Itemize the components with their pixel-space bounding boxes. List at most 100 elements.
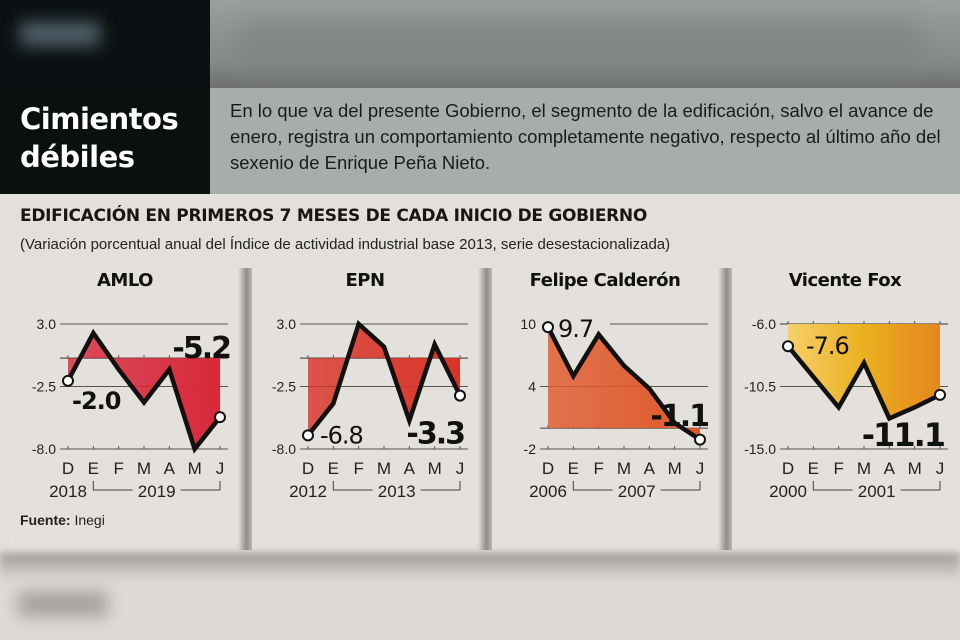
- area-fill: [308, 324, 460, 436]
- year-label: 2001: [858, 482, 896, 501]
- end-value-label: -1.1: [650, 399, 708, 434]
- start-value-label: -2.0: [72, 387, 121, 415]
- blurred-dark-block: [0, 0, 210, 88]
- x-tick-label: M: [908, 459, 922, 478]
- blurred-bottom-region: [0, 553, 960, 640]
- x-tick-label: E: [328, 459, 339, 478]
- start-value-label: -6.8: [320, 421, 363, 449]
- x-tick-label: F: [353, 459, 363, 478]
- y-tick-label: -8.0: [272, 441, 296, 457]
- source-note: Fuente: Inegi: [20, 512, 105, 528]
- year-bracket: [180, 481, 221, 491]
- x-tick-label: J: [456, 459, 465, 478]
- x-tick-label: M: [617, 459, 631, 478]
- data-point: [92, 332, 95, 335]
- panel-title: AMLO: [97, 270, 153, 291]
- y-tick-label: 3.0: [277, 316, 297, 332]
- year-label: 2006: [529, 482, 567, 501]
- chart-panel-calderon: Felipe Calderón 10 4 -2 9.7 -1.1 D E F M A M J 2006 2…: [478, 268, 720, 550]
- data-point: [168, 368, 171, 371]
- headline-line-2: débiles: [20, 140, 135, 174]
- end-point: [454, 389, 466, 402]
- headline: Cimientos débiles: [20, 100, 179, 176]
- area-fill: [68, 333, 220, 449]
- y-tick-label: -2: [524, 441, 537, 457]
- x-tick-label: A: [884, 459, 896, 478]
- description-box: En lo que va del presente Gobierno, el s…: [210, 88, 960, 194]
- x-tick-label: F: [833, 459, 843, 478]
- data-point: [433, 343, 436, 346]
- chart-panel-amlo: AMLO 3.0 -2.5 -8.0 -2.0 -5.2 D E F M A M J 2018 2019: [10, 268, 240, 550]
- source-value: Inegi: [74, 512, 105, 528]
- x-tick-label: M: [857, 459, 871, 478]
- year-label: 2012: [289, 482, 327, 501]
- x-tick-label: E: [808, 459, 819, 478]
- start-point: [542, 321, 554, 334]
- area-fill: [788, 324, 940, 419]
- end-point: [694, 433, 706, 446]
- x-tick-label: D: [782, 459, 794, 478]
- year-bracket: [332, 481, 373, 491]
- end-point: [934, 388, 946, 401]
- panel-title: EPN: [345, 270, 385, 291]
- year-label: 2000: [769, 482, 807, 501]
- source-label: Fuente:: [20, 512, 71, 528]
- panel-title: Vicente Fox: [788, 270, 902, 291]
- data-point: [193, 448, 196, 450]
- chart-main-title: EDIFICACIÓN EN PRIMEROS 7 MESES DE CADA …: [20, 206, 648, 226]
- data-point: [863, 361, 865, 364]
- x-tick-label: J: [696, 459, 705, 478]
- data-point: [357, 323, 360, 325]
- chart-panel-fox: Vicente Fox -6.0 -10.5 -15.0 -7.6 -11.1 D E F M A…: [718, 268, 960, 550]
- x-tick-label: A: [164, 459, 176, 478]
- data-point: [597, 333, 600, 336]
- year-bracket: [660, 481, 701, 491]
- data-point: [117, 368, 120, 371]
- start-point: [302, 429, 314, 442]
- data-point: [888, 417, 891, 420]
- x-tick-label: D: [302, 459, 314, 478]
- data-point: [623, 364, 625, 367]
- end-value-label: -5.2: [172, 331, 230, 366]
- start-value-label: 9.7: [558, 315, 593, 343]
- x-tick-label: M: [377, 459, 391, 478]
- blurred-top-region: [0, 0, 960, 88]
- year-bracket: [900, 481, 941, 491]
- x-tick-label: E: [88, 459, 99, 478]
- y-tick-label: -8.0: [32, 441, 56, 457]
- data-point: [812, 375, 815, 378]
- data-point: [673, 421, 676, 424]
- y-tick-label: -10.5: [744, 379, 776, 395]
- data-point: [913, 406, 916, 409]
- x-tick-label: J: [936, 459, 945, 478]
- start-point: [62, 374, 74, 387]
- data-point: [332, 402, 335, 405]
- start-point: [782, 340, 794, 353]
- x-tick-label: M: [668, 459, 682, 478]
- end-point: [214, 411, 226, 424]
- x-tick-label: F: [593, 459, 603, 478]
- x-tick-label: D: [62, 459, 74, 478]
- y-tick-label: 4: [528, 379, 536, 395]
- x-tick-label: M: [428, 459, 442, 478]
- year-label: 2019: [138, 482, 176, 501]
- chart-subtitle: (Variación porcentual anual del Índice d…: [20, 236, 671, 253]
- y-tick-label: 10: [520, 316, 536, 332]
- chart-panel-epn: EPN 3.0 -2.5 -8.0 -6.8 -3.3 D E F M A M J 2012 2013: [238, 268, 480, 550]
- x-tick-label: M: [188, 459, 202, 478]
- data-point: [408, 419, 411, 422]
- x-tick-label: F: [113, 459, 123, 478]
- year-bracket: [420, 481, 461, 491]
- x-tick-label: A: [644, 459, 656, 478]
- year-label: 2018: [49, 482, 87, 501]
- y-tick-label: -2.5: [272, 379, 296, 395]
- end-value-label: -11.1: [862, 416, 945, 454]
- x-tick-label: D: [542, 459, 554, 478]
- panel-title: Felipe Calderón: [529, 270, 681, 291]
- year-bracket: [812, 481, 853, 491]
- year-bracket: [92, 481, 133, 491]
- x-tick-label: E: [568, 459, 579, 478]
- header: Cimientos débiles En lo que va del prese…: [0, 88, 960, 194]
